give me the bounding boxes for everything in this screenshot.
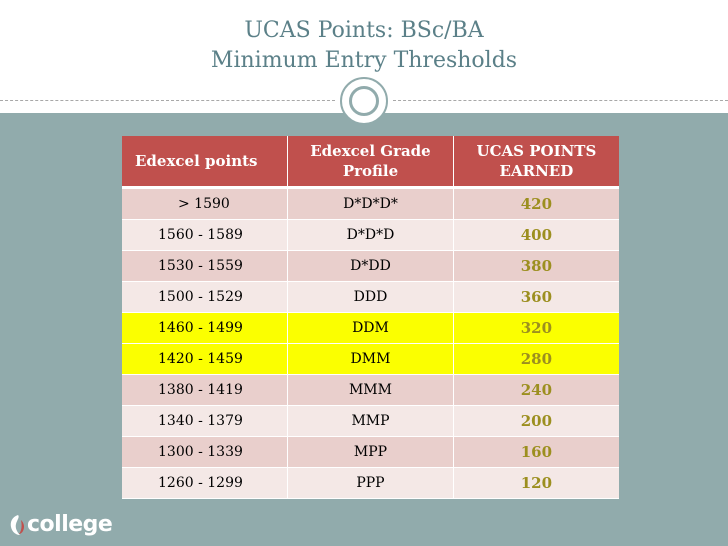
cell-ucas-points: 400	[453, 219, 619, 251]
table-row: 1530 - 1559 D*DD 380	[122, 250, 619, 282]
cell-edexcel-points: 1260 - 1299	[122, 467, 289, 499]
cell-grade-profile: MMP	[287, 405, 454, 437]
table-header-row: Edexcel points Edexcel Grade Profile UCA…	[122, 136, 619, 189]
college-logo-mark-icon	[10, 515, 25, 535]
cell-grade-profile: D*D*D*	[287, 187, 454, 220]
cell-ucas-points: 420	[453, 187, 619, 220]
cell-grade-profile: DDM	[287, 312, 454, 344]
circle-ornament-icon	[340, 77, 388, 125]
table-row: 1260 - 1299 PPP 120	[122, 467, 619, 499]
college-logo-wordmark: college	[27, 512, 113, 537]
ucas-table-container: Edexcel points Edexcel Grade Profile UCA…	[122, 136, 619, 499]
cell-edexcel-points: 1530 - 1559	[122, 250, 289, 282]
cell-grade-profile: PPP	[287, 467, 454, 499]
table-row: 1300 - 1339 MPP 160	[122, 436, 619, 468]
table-row: > 1590 D*D*D* 420	[122, 187, 619, 220]
title-divider-left	[0, 100, 335, 101]
table-row: 1500 - 1529 DDD 360	[122, 281, 619, 313]
table-row: 1380 - 1419 MMM 240	[122, 374, 619, 406]
header-edexcel-grade-profile: Edexcel Grade Profile	[287, 136, 454, 189]
slide-title-line-1: UCAS Points: BSc/BA	[244, 18, 484, 43]
cell-grade-profile: MMM	[287, 374, 454, 406]
cell-edexcel-points: 1380 - 1419	[122, 374, 289, 406]
cell-ucas-points: 200	[453, 405, 619, 437]
cell-ucas-points: 360	[453, 281, 619, 313]
cell-ucas-points: 280	[453, 343, 619, 375]
cell-edexcel-points: 1460 - 1499	[122, 312, 289, 344]
cell-ucas-points: 160	[453, 436, 619, 468]
table-row: 1560 - 1589 D*D*D 400	[122, 219, 619, 251]
cell-grade-profile: D*D*D	[287, 219, 454, 251]
cell-ucas-points: 320	[453, 312, 619, 344]
cell-grade-profile: DDD	[287, 281, 454, 313]
college-logo: college	[9, 508, 129, 538]
cell-grade-profile: DMM	[287, 343, 454, 375]
table-body: > 1590 D*D*D* 420 1560 - 1589 D*D*D 400 1530 -…	[122, 187, 619, 499]
header-ucas-points-earned: UCAS POINTS EARNED	[453, 136, 619, 189]
table-row: 1460 - 1499 DDM 320	[122, 312, 619, 344]
cell-edexcel-points: 1500 - 1529	[122, 281, 289, 313]
table-row: 1340 - 1379 MMP 200	[122, 405, 619, 437]
title-divider-right	[393, 100, 728, 101]
table-row: 1420 - 1459 DMM 280	[122, 343, 619, 375]
cell-edexcel-points: 1420 - 1459	[122, 343, 289, 375]
cell-ucas-points: 240	[453, 374, 619, 406]
cell-edexcel-points: > 1590	[122, 187, 289, 220]
cell-edexcel-points: 1340 - 1379	[122, 405, 289, 437]
header-edexcel-points: Edexcel points	[122, 136, 289, 189]
cell-ucas-points: 380	[453, 250, 619, 282]
ucas-points-table: Edexcel points Edexcel Grade Profile UCA…	[122, 136, 619, 499]
cell-edexcel-points: 1560 - 1589	[122, 219, 289, 251]
cell-ucas-points: 120	[453, 467, 619, 499]
slide-title-line-2: Minimum Entry Thresholds	[210, 48, 518, 73]
cell-grade-profile: MPP	[287, 436, 454, 468]
cell-edexcel-points: 1300 - 1339	[122, 436, 289, 468]
cell-grade-profile: D*DD	[287, 250, 454, 282]
